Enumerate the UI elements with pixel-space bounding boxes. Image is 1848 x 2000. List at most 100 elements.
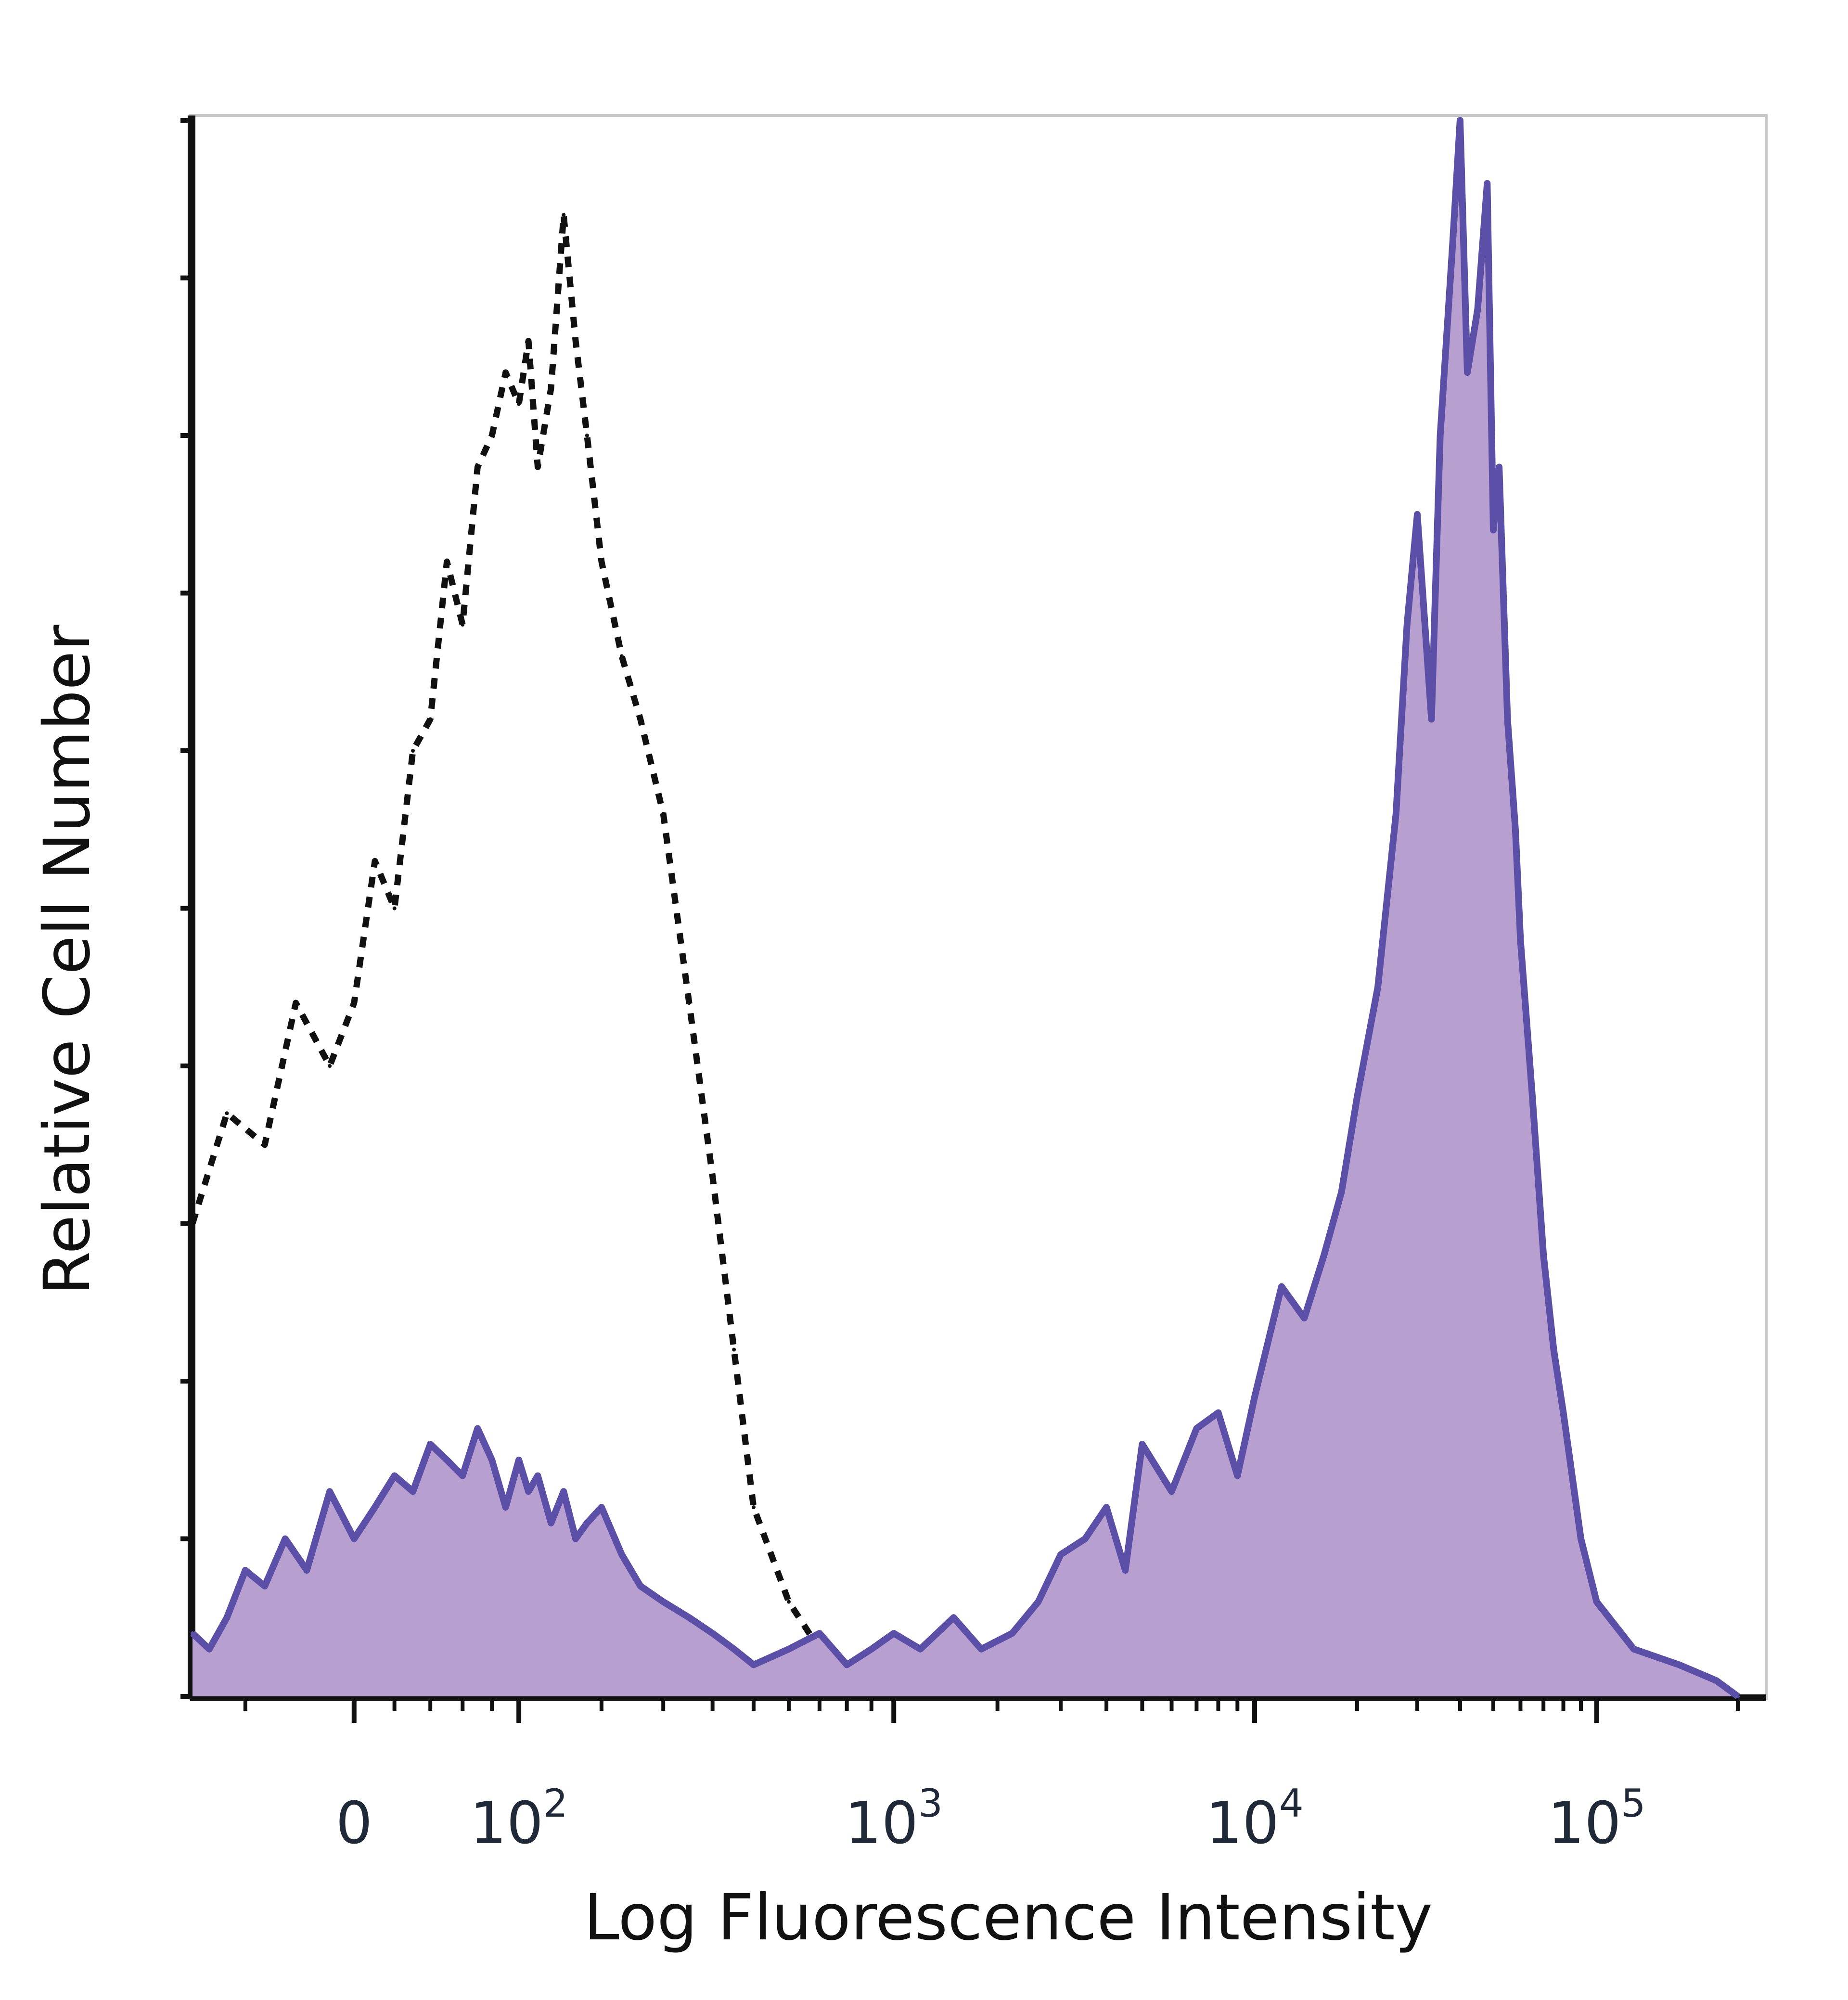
series-2-point [1631,1647,1636,1651]
series-2-point [1552,1347,1556,1352]
series-2-point [1458,118,1462,122]
x-tick-label: 103 [845,1781,943,1857]
series-2-point [1465,371,1469,374]
series-1-point [503,371,508,374]
series-1-point [574,339,578,343]
series-2-point [490,1458,494,1462]
series-1-point [225,1111,229,1115]
series-1-point [392,906,397,910]
series-1-point [517,402,521,406]
series-2-area [192,120,1738,1696]
series-2-point [574,1537,578,1541]
series-2-point [1518,938,1523,942]
series-2-point [1714,1679,1719,1683]
x-tick-label-exponent: 3 [918,1781,943,1826]
x-axis-minor-ticks [243,1696,1740,1711]
series-2-point [619,1552,624,1557]
series-2-point [751,1663,756,1667]
series-2-point [1083,1537,1087,1541]
series-2-point [517,1458,521,1462]
series-2-point [1394,812,1398,816]
series-2-point [1253,1395,1257,1399]
series-2-point [1736,1694,1740,1698]
series-2-point [1530,1095,1535,1100]
series-1-point [536,465,540,469]
series-1-point [638,717,642,721]
series-2-point [1140,1442,1144,1446]
x-axis-title: Log Fluorescence Intensity [584,1881,1433,1955]
series-2-point [1194,1426,1199,1431]
series-2-point [638,1584,642,1588]
series-2-point [263,1584,267,1588]
series-2-point [536,1474,540,1478]
y-axis-ticks [180,118,192,1699]
series-2-point [1123,1568,1128,1572]
series-1-point [294,1001,298,1005]
x-tick-label-base: 10 [470,1790,543,1857]
series-2-point [979,1647,983,1651]
series-1-point [599,560,603,564]
x-tick-label: 0 [336,1790,372,1857]
series-2-point [1485,181,1489,185]
series-2-point [1677,1663,1681,1667]
series-1-point [661,812,666,816]
series-1-point [373,859,377,863]
series-2-point [1322,1253,1326,1257]
series-2-point [1235,1474,1240,1478]
series-2-point [549,1521,553,1525]
series-2-point [1415,512,1419,516]
series-1-point [710,1174,715,1179]
series-2-point [243,1568,247,1572]
series-2-point [1216,1410,1220,1415]
series-2-point [1355,1095,1359,1100]
series-2-point [328,1489,332,1494]
x-tick-label-base: 10 [1548,1790,1621,1857]
series-1-point [352,1001,356,1005]
x-tick-label: 104 [1206,1781,1304,1857]
series-1-point [585,434,589,437]
series-2-point [445,1458,449,1462]
series-2-point [1438,434,1442,437]
series-1-point [191,1221,194,1226]
x-tick-label-exponent: 5 [1621,1781,1646,1826]
series-2-point [475,1426,480,1431]
series-2-point [1339,1190,1344,1194]
series-layer [189,117,1740,1700]
series-2 [190,117,1740,1699]
series-2-point [1505,717,1510,721]
series-1-point [411,749,415,753]
series-2-point [428,1442,433,1446]
series-2-point [1169,1489,1174,1494]
series-2-point [305,1568,309,1572]
series-2-point [732,1647,736,1651]
series-1-point [549,386,553,390]
series-2-point [461,1474,465,1478]
series-1-point [526,339,531,343]
series-1-point [490,434,494,437]
x-tick-label-exponent: 2 [543,1781,568,1826]
series-2-point [1010,1631,1014,1635]
series-2-point [869,1647,873,1651]
series-2-point [1513,827,1517,832]
series-2-point [661,1600,666,1604]
series-2-point [526,1489,531,1494]
series-1-point [445,560,449,564]
series-2-point [1036,1600,1040,1604]
series-2-point [411,1489,415,1494]
series-2-point [1450,244,1455,248]
series-2-point [191,1631,194,1635]
series-1-point [428,717,433,721]
series-2-point [1579,1537,1583,1541]
series-1-point [461,623,465,627]
x-tick-label-base: 10 [1206,1790,1279,1857]
series-2-line [190,117,1740,1699]
series-2-point [1541,1253,1546,1257]
series-2-point [845,1663,849,1667]
series-2-point [892,1631,896,1635]
series-1-point [619,654,624,658]
series-1-point [475,465,480,469]
series-2-point [1059,1552,1063,1557]
series-1-point [263,1142,267,1147]
series-2-point [1491,528,1495,532]
